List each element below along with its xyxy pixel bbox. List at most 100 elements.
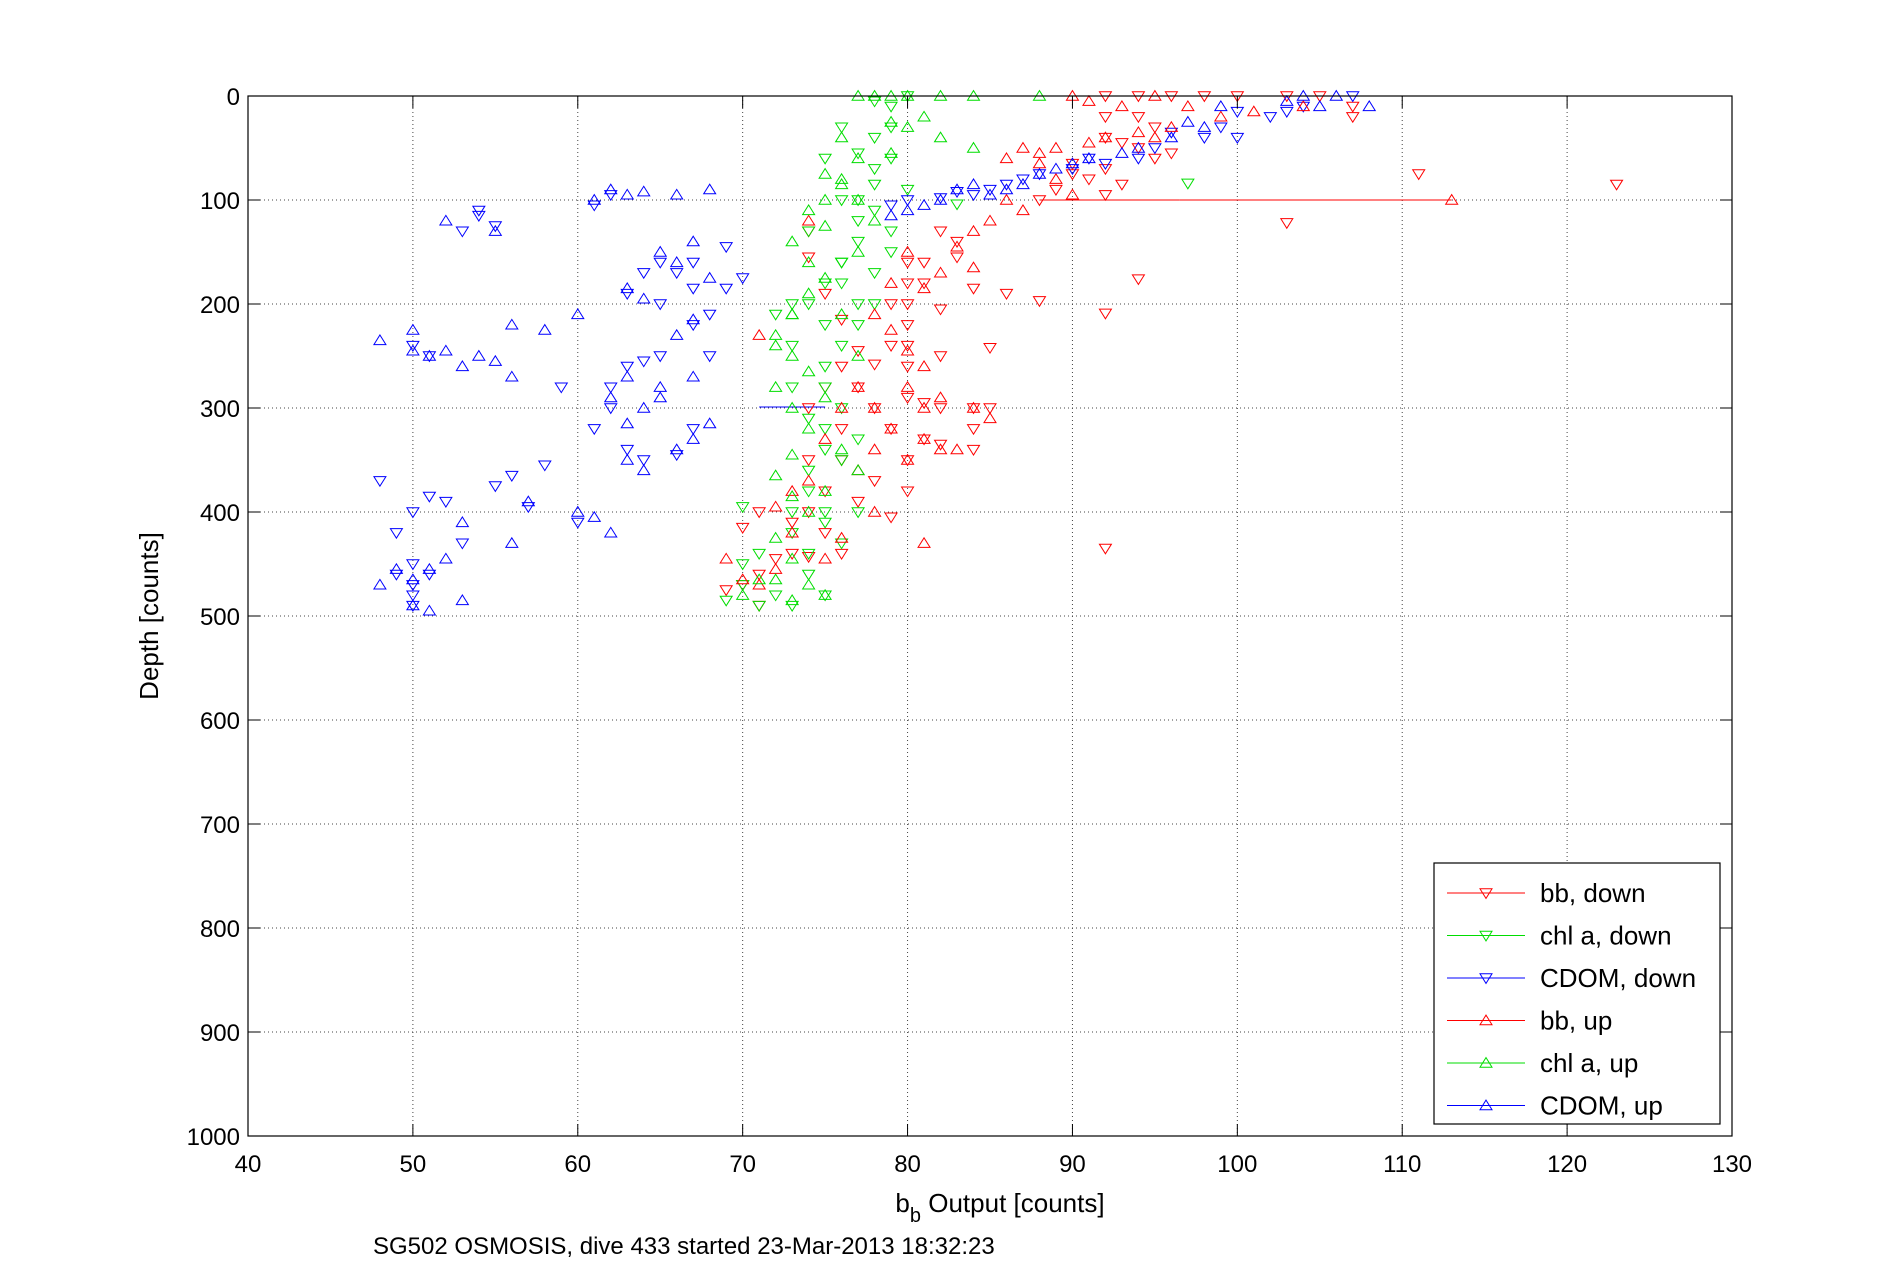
data-point [1279,106,1294,118]
data-point [884,323,898,335]
data-point [504,370,519,382]
data-point [669,256,684,268]
legend-marker [1479,1056,1493,1068]
data-point [1180,178,1195,190]
data-point [620,453,635,465]
data-point [851,320,865,332]
x-axis-label: bb Output [counts] [895,1188,1104,1227]
data-point [834,455,849,467]
data-point [933,193,948,205]
data-point [900,361,915,373]
legend-entry: chl a, up [1447,1048,1638,1078]
data-point [917,257,931,269]
data-point [818,432,833,444]
data-point [422,562,437,574]
data-point [1296,100,1311,112]
data-point [455,594,470,606]
data-point [801,365,816,377]
legend: bb, down chl a, down CDOM, down bb, up chl a… [1433,862,1721,1125]
data-point [488,354,503,366]
data-point [1098,132,1113,144]
data-point [801,455,816,467]
data-point [1329,89,1344,101]
data-point [554,382,569,394]
x-tick-label: 90 [1059,1151,1086,1178]
legend-entry: chl a, down [1447,921,1672,951]
data-point [884,276,898,288]
data-point [603,183,618,195]
data-point [504,318,519,330]
data-point [884,153,898,165]
data-point [1032,89,1047,101]
data-point [933,439,948,451]
data-point [834,131,849,143]
data-point [785,552,800,564]
data-point [1362,100,1377,112]
data-point [785,600,800,612]
data-point [752,573,767,585]
legend-label: CDOM, down [1540,963,1696,993]
y-tick-label: 100 [200,188,240,215]
data-point [818,167,833,179]
data-point [1279,218,1294,230]
data-point [1131,153,1146,165]
data-point [768,380,783,392]
data-point [834,424,849,436]
data-point [950,183,964,195]
y-tick-label: 600 [200,708,240,735]
data-point [966,424,981,436]
data-point [1197,91,1212,103]
data-point [587,200,602,212]
data-point [966,224,981,236]
data-point [900,195,915,207]
data-point [801,486,816,498]
data-point [884,115,898,127]
data-point [785,382,800,394]
data-point [537,460,552,472]
data-point [422,349,437,361]
data-point [900,380,915,392]
data-point [801,505,816,517]
data-point [884,340,898,352]
data-point [768,554,783,566]
data-point [950,252,964,264]
data-point [686,235,701,247]
data-point [422,491,437,503]
data-point [884,122,898,134]
data-point [867,89,882,101]
data-point [917,432,931,444]
data-point [867,179,882,191]
data-point [851,245,865,257]
x-tick-label: 130 [1712,1151,1752,1178]
data-point [966,141,981,153]
data-point [851,193,865,205]
data-point [917,198,931,210]
data-point [785,235,800,247]
data-point [587,424,602,436]
data-point [438,344,453,356]
data-point [471,210,486,222]
data-point [834,531,849,543]
data-point [900,344,915,356]
data-point [1082,174,1096,186]
data-point [999,152,1014,164]
data-point [801,256,816,268]
data-point [702,351,717,363]
data-point [1098,190,1113,202]
x-axis-ticks: 40 50 60 70 80 90 100 110 120 130 [235,96,1752,1178]
data-point [867,443,882,455]
data-point [834,314,849,326]
data-point [438,214,453,226]
x-axis-label-main: b [895,1188,909,1218]
data-point [785,484,800,496]
series-0 [719,91,1624,612]
data-point [1016,174,1030,186]
data-point [834,172,849,184]
data-point [405,580,420,592]
x-tick-label: 80 [894,1151,921,1178]
data-point [801,548,816,560]
data-point [1180,115,1195,127]
data-point [686,370,701,382]
data-point [818,219,833,231]
